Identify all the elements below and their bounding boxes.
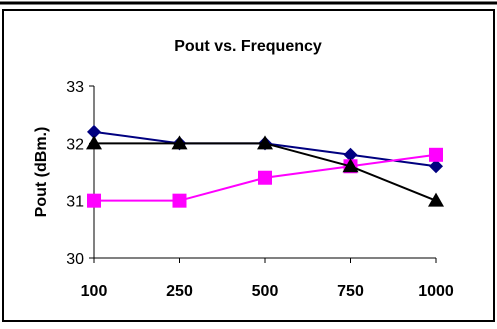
series-3-point [428,192,444,207]
series-2-point [87,193,101,208]
y-tick-label: 30 [66,251,84,268]
series-3 [86,135,444,207]
x-tick-label: 1000 [418,283,454,300]
x-tick-label: 100 [81,283,108,300]
series-1-point [87,124,101,139]
series-2-point [172,193,187,208]
chart-title: Pout vs. Frequency [174,38,322,55]
series-3-point [86,135,102,150]
series-3-point [257,135,273,150]
y-tick-labels: 30 31 32 33 [66,79,84,268]
x-tick-label: 750 [337,283,364,300]
y-tick-label: 32 [66,136,84,153]
series-2-point [258,170,272,185]
x-tick-label: 250 [166,283,193,300]
chart-border [2,9,495,322]
series-layer [86,124,444,208]
y-tick-label: 31 [66,194,84,211]
series-3-point [342,158,359,173]
series-3-point [171,135,188,150]
series-1-point [343,147,358,162]
series-1-point [429,159,443,174]
y-axis-label: Pout (dBm.) [33,127,50,218]
series-2 [87,147,443,208]
x-tick-label: 500 [252,283,279,300]
x-tick-labels: 100 250 500 750 1000 [81,283,454,300]
series-2-point [429,147,443,162]
y-tick-label: 33 [66,79,84,96]
